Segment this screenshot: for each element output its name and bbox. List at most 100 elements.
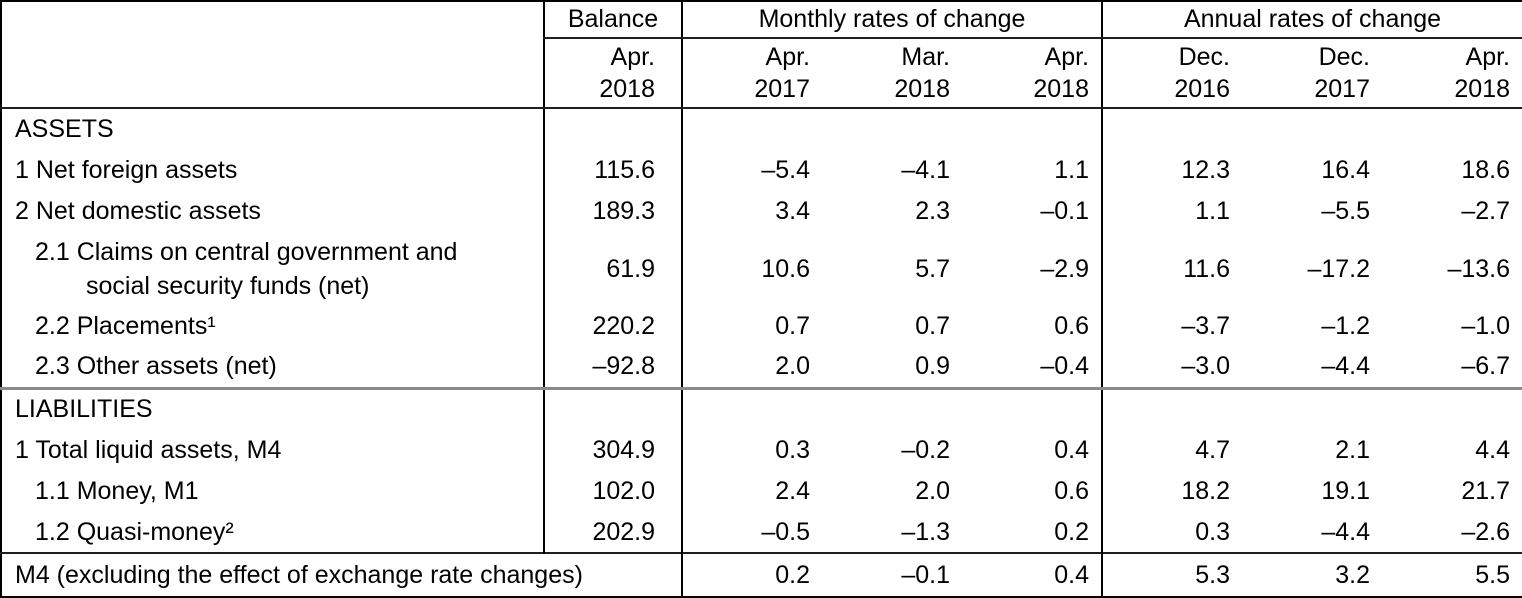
- table-row: 1 Total liquid assets, M4 304.9 0.3 –0.2…: [1, 430, 1522, 471]
- monthly-cell: –0.1: [822, 552, 962, 597]
- annual-cell: 16.4: [1321, 156, 1370, 184]
- empty-cell: [681, 108, 822, 150]
- row-label: 1.1 Money, M1: [35, 477, 199, 505]
- monthly-cell: –0.5: [681, 512, 822, 553]
- monthly-cell: 2.4: [681, 471, 822, 512]
- table-row: 1 Net foreign assets 115.6 –5.4 –4.1 1.1…: [1, 150, 1522, 191]
- monthly-cell: –4.1: [901, 156, 950, 184]
- empty-cell: [1101, 108, 1242, 150]
- balance-cell: 189.3: [543, 191, 682, 232]
- balance-cell: –92.8: [543, 347, 682, 388]
- monthly-cell: 0.7: [681, 306, 822, 347]
- monthly-cell: –5.4: [681, 150, 822, 191]
- annual-cell: 2.1: [1335, 436, 1370, 464]
- monthly-cell: 2.0: [681, 347, 822, 388]
- monthly-cell: 0.6: [1054, 477, 1089, 505]
- table-row: 2 Net domestic assets 189.3 3.4 2.3 –0.1…: [1, 191, 1522, 232]
- monthly-cell: 2.0: [915, 477, 950, 505]
- annual-cell: 5.5: [1382, 552, 1522, 597]
- group-header-monthly: Monthly rates of change: [681, 1, 1102, 39]
- balance-cell: 115.6: [543, 150, 682, 191]
- date-year: 2018: [1033, 75, 1089, 103]
- row-label-line-2: social security funds (net): [86, 272, 370, 300]
- monthly-cell: –0.2: [901, 436, 950, 464]
- empty-cell: [1242, 386, 1382, 430]
- annual-cell: –1.0: [1461, 312, 1511, 340]
- empty-cell: [1382, 386, 1522, 430]
- monthly-cell: 2.3: [915, 197, 950, 225]
- monthly-cell: 1.1: [1054, 156, 1089, 184]
- annual-cell: –2.6: [1461, 517, 1511, 546]
- annual-cell: –6.7: [1461, 352, 1511, 381]
- date-year: 2016: [1174, 75, 1230, 103]
- date-header-balance: Apr. 2018: [543, 38, 682, 109]
- date-month: Apr.: [1044, 43, 1089, 71]
- row-label: 2.2 Placements¹: [35, 312, 216, 340]
- row-label: 2.3 Other assets (net): [35, 352, 277, 381]
- date-month: Apr.: [765, 43, 810, 71]
- balance-cell: 102.0: [543, 471, 682, 512]
- group-header-annual: Annual rates of change: [1100, 1, 1522, 39]
- row-label-line-1: 2.1 Claims on central government and: [35, 238, 458, 266]
- date-month: Dec.: [1178, 43, 1230, 71]
- monthly-cell: 0.2: [681, 552, 822, 597]
- monthly-cell: –0.4: [1040, 352, 1089, 381]
- date-month: Dec.: [1318, 43, 1370, 71]
- section-row-liabilities: LIABILITIES: [1, 386, 1522, 430]
- monthly-cell: 0.7: [915, 312, 950, 340]
- annual-cell: –17.2: [1307, 254, 1370, 283]
- section-label: ASSETS: [15, 115, 114, 143]
- monthly-cell: 0.9: [915, 352, 950, 381]
- empty-cell: [822, 386, 962, 430]
- balance-cell: 61.9: [543, 232, 682, 306]
- balance-cell: 304.9: [543, 430, 682, 471]
- empty-cell: [1101, 386, 1242, 430]
- table-row: 2.3 Other assets (net) –92.8 2.0 0.9 –0.…: [1, 347, 1522, 388]
- row-label: 1 Total liquid assets, M4: [15, 436, 282, 464]
- annual-cell: 3.2: [1242, 552, 1382, 597]
- monthly-cell: –0.1: [1040, 197, 1089, 225]
- footer-label: M4 (excluding the effect of exchange rat…: [1, 552, 682, 597]
- annual-cell: 18.2: [1101, 471, 1242, 512]
- balance-cell: 202.9: [543, 512, 682, 553]
- table-row: 1.1 Money, M1 102.0 2.4 2.0 0.6 18.2 19.…: [1, 471, 1522, 512]
- empty-cell: [1382, 108, 1522, 150]
- footer-row: M4 (excluding the effect of exchange rat…: [1, 552, 1522, 597]
- monthly-cell: –2.9: [1040, 254, 1089, 283]
- annual-cell: 12.3: [1101, 150, 1242, 191]
- monthly-cell: 5.7: [915, 254, 950, 283]
- row-label: 2.1 Claims on central government and soc…: [1, 232, 544, 306]
- table-row: 2.1 Claims on central government and soc…: [1, 232, 1522, 306]
- annual-cell: 4.4: [1475, 436, 1511, 464]
- annual-cell: –3.0: [1101, 347, 1242, 388]
- date-header-annual-1: Dec. 2016: [1101, 38, 1242, 109]
- annual-cell: 21.7: [1461, 477, 1511, 505]
- column-group-row: Balance Monthly rates of change Annual r…: [1, 1, 1522, 109]
- group-header-balance: Balance: [543, 1, 682, 39]
- annual-cell: 19.1: [1321, 477, 1370, 505]
- date-month: Apr.: [610, 43, 655, 71]
- date-month: Mar.: [901, 43, 950, 71]
- annual-cell: 1.1: [1101, 191, 1242, 232]
- date-header-monthly-3: Apr. 2018: [962, 38, 1102, 109]
- table-row: 1.2 Quasi-money² 202.9 –0.5 –1.3 0.2 0.3…: [1, 512, 1522, 553]
- annual-cell: 11.6: [1101, 232, 1242, 306]
- section-label: LIABILITIES: [1, 386, 544, 430]
- date-year: 2018: [1454, 75, 1511, 103]
- annual-cell: –2.7: [1461, 197, 1511, 225]
- annual-cell: –1.2: [1321, 312, 1370, 340]
- date-year: 2018: [599, 75, 655, 103]
- row-label: 1.2 Quasi-money²: [35, 517, 234, 546]
- table-row: 2.2 Placements¹ 220.2 0.7 0.7 0.6 –3.7 –…: [1, 306, 1522, 347]
- annual-cell: 4.7: [1101, 430, 1242, 471]
- empty-cell: [1242, 108, 1382, 150]
- date-year: 2017: [754, 75, 810, 103]
- empty-cell: [543, 386, 682, 430]
- date-header-row: Apr. 2018 Apr. 2017 Mar. 2018 Apr. 2018 …: [1, 38, 1522, 109]
- empty-cell: [681, 386, 822, 430]
- annual-cell: –4.4: [1321, 517, 1370, 546]
- monthly-cell: 10.6: [681, 232, 822, 306]
- row-label: 2 Net domestic assets: [15, 197, 261, 225]
